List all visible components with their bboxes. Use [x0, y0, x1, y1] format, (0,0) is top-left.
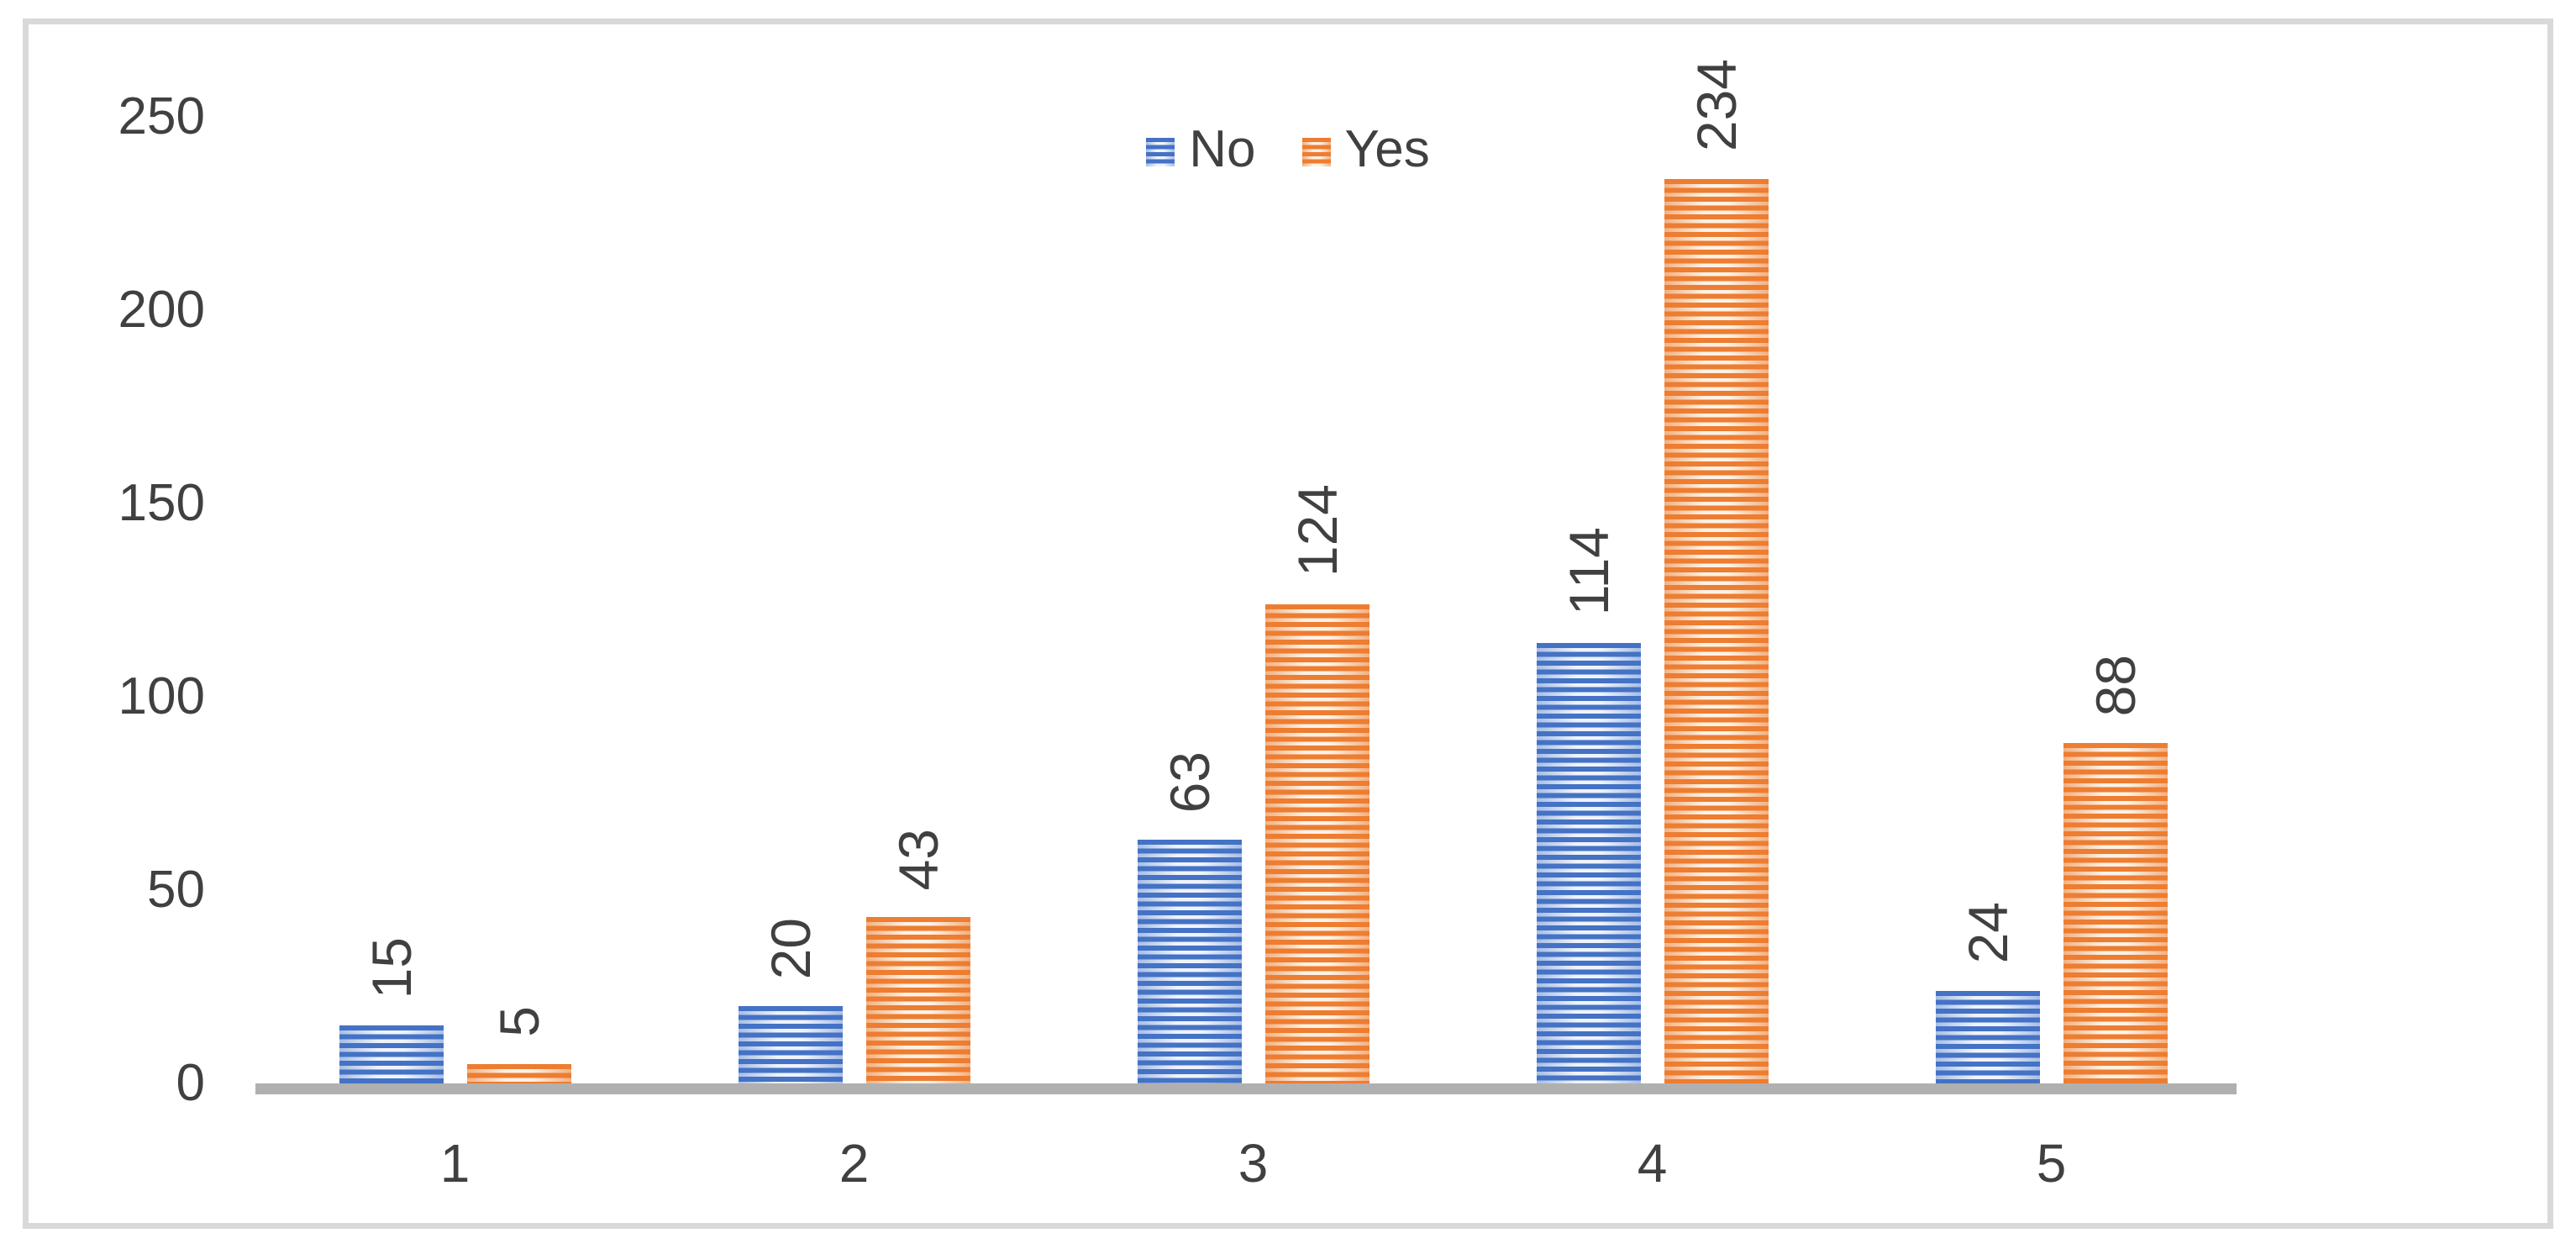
- bar-no-category-1[interactable]: [339, 1025, 444, 1083]
- data-label-no-category-3: 63: [1158, 751, 1221, 814]
- bar-no-category-2[interactable]: [738, 1006, 843, 1083]
- bar-no-category-3[interactable]: [1137, 840, 1242, 1083]
- data-label-yes-category-4: 234: [1685, 59, 1748, 152]
- chart-legend: No Yes: [29, 119, 2547, 186]
- y-tick-label-150: 150: [118, 474, 205, 532]
- y-tick-label-200: 200: [118, 281, 205, 339]
- x-tick-label-5: 5: [2036, 1133, 2067, 1194]
- x-tick-label-1: 1: [439, 1133, 471, 1194]
- x-axis: 1 2 3 4 5: [255, 1124, 2251, 1204]
- bar-yes-category-5[interactable]: [2063, 743, 2168, 1083]
- plot-area: 15 5 20 43 63 124 114 234 24 88: [255, 59, 2251, 1083]
- legend-swatch-no-icon: [1146, 138, 1175, 166]
- chart-frame: No Yes 0 50 100 150 200 250 15 5 20 43 63 124 114 234…: [23, 18, 2553, 1229]
- bar-yes-category-2[interactable]: [865, 917, 970, 1083]
- bar-no-category-4[interactable]: [1536, 642, 1641, 1083]
- data-label-yes-category-3: 124: [1285, 484, 1348, 577]
- data-label-no-category-1: 15: [360, 936, 423, 999]
- bar-yes-category-3[interactable]: [1264, 603, 1369, 1083]
- data-label-no-category-5: 24: [1956, 902, 2019, 964]
- x-tick-label-3: 3: [1238, 1133, 1269, 1194]
- y-tick-label-250: 250: [118, 87, 205, 145]
- data-label-no-category-2: 20: [759, 917, 822, 979]
- y-axis: 0 50 100 150 200 250: [62, 87, 205, 1112]
- legend-item-yes[interactable]: Yes: [1301, 120, 1430, 181]
- y-tick-label-0: 0: [176, 1054, 205, 1112]
- y-tick-label-100: 100: [118, 667, 205, 725]
- y-tick-label-50: 50: [147, 861, 205, 919]
- data-label-yes-category-5: 88: [2084, 654, 2147, 717]
- data-label-yes-category-1: 5: [487, 1006, 550, 1037]
- legend-item-no[interactable]: No: [1146, 120, 1256, 181]
- x-tick-label-4: 4: [1637, 1133, 1668, 1194]
- data-label-yes-category-2: 43: [886, 828, 949, 891]
- bar-no-category-5[interactable]: [1935, 990, 2040, 1083]
- data-label-no-category-4: 114: [1557, 527, 1620, 616]
- legend-label: No: [1189, 120, 1256, 178]
- x-axis-line: [255, 1083, 2237, 1094]
- x-tick-label-2: 2: [839, 1133, 870, 1194]
- bar-yes-category-1[interactable]: [466, 1064, 571, 1083]
- legend-label: Yes: [1344, 120, 1430, 178]
- bar-yes-category-4[interactable]: [1664, 178, 1769, 1083]
- legend-swatch-yes-icon: [1301, 138, 1331, 166]
